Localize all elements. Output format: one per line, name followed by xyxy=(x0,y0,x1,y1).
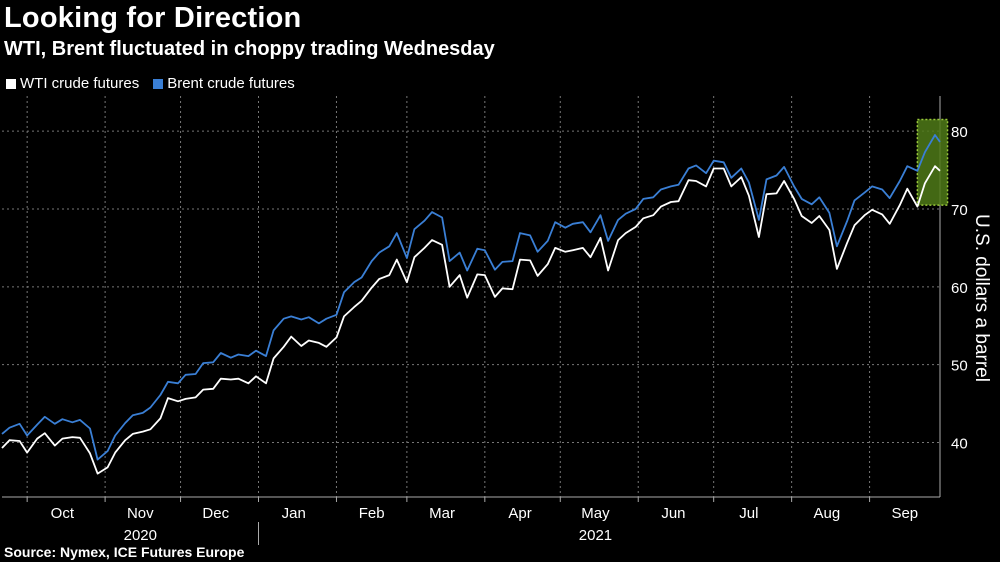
x-tick-label: Aug xyxy=(813,505,840,522)
x-tick-label: Mar xyxy=(429,505,455,522)
x-tick-label: Jun xyxy=(661,505,685,522)
chart-title: Looking for Direction xyxy=(4,2,302,34)
y-tick-label: 60 xyxy=(951,280,968,297)
legend-item-brent: Brent crude futures xyxy=(153,75,295,92)
source-note: Source: Nymex, ICE Futures Europe xyxy=(4,544,245,560)
x-tick-label: Jul xyxy=(739,505,758,522)
legend-label-wti: WTI crude futures xyxy=(20,75,140,92)
legend-swatch-brent xyxy=(153,78,164,89)
series-line-wti xyxy=(1,165,941,475)
y-tick-label: 80 xyxy=(951,124,968,141)
x-tick-label: Sep xyxy=(891,505,918,522)
x-tick-label: Apr xyxy=(508,505,531,522)
x-tick-label: Dec xyxy=(202,505,229,522)
y-tick-label: 70 xyxy=(951,202,968,219)
legend-swatch-wti xyxy=(6,78,16,89)
series-line-brent xyxy=(1,134,941,461)
x-year-label: 2021 xyxy=(579,527,612,544)
y-tick-label: 50 xyxy=(951,358,968,375)
y-tick-label: 40 xyxy=(951,436,968,453)
x-year-label: 2020 xyxy=(124,527,157,544)
y-axis-title: U.S. dollars a barrel xyxy=(971,214,992,382)
legend-label-brent: Brent crude futures xyxy=(167,75,295,92)
x-tick-label: Oct xyxy=(51,505,75,522)
x-tick-label: Jan xyxy=(282,505,306,522)
legend-item-wti: WTI crude futures xyxy=(6,75,139,92)
x-tick-label: Nov xyxy=(127,505,154,522)
chart-subtitle: WTI, Brent fluctuated in choppy trading … xyxy=(4,38,495,60)
chart-legend: WTI crude futures Brent crude futures xyxy=(6,75,309,92)
x-tick-label: Feb xyxy=(359,505,385,522)
x-tick-label: May xyxy=(581,505,610,522)
